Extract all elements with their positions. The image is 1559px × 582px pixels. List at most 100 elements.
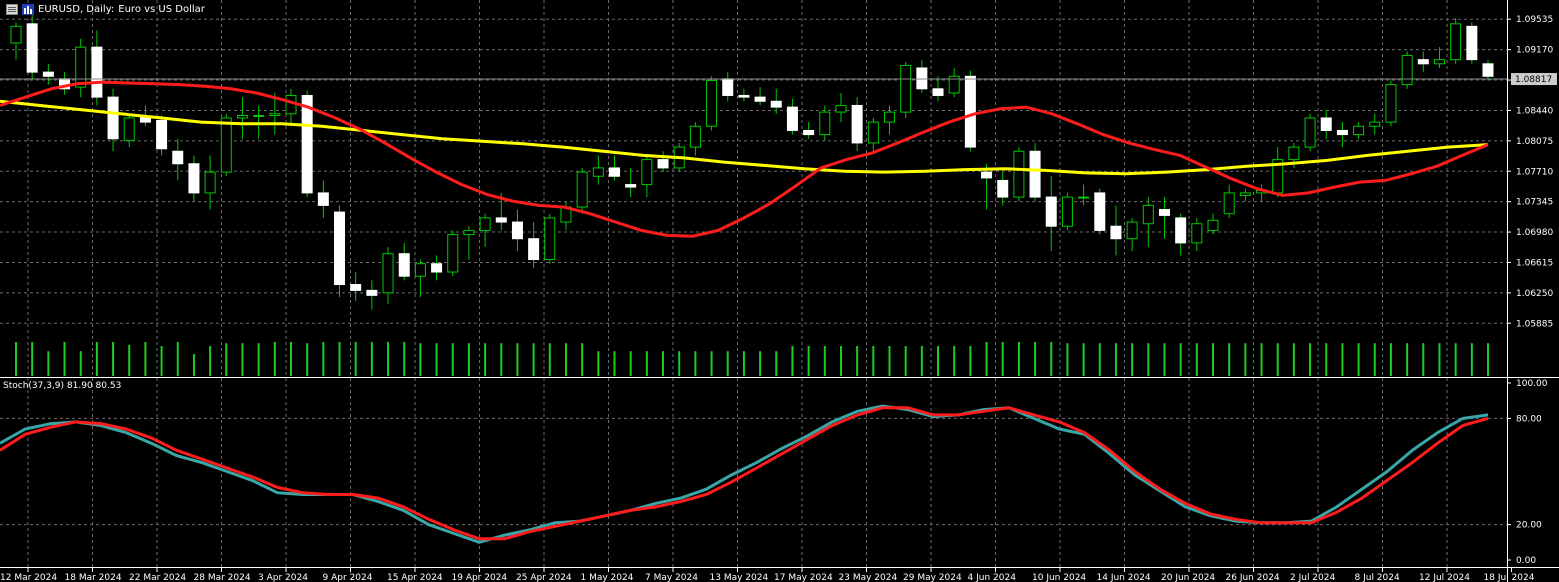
fast-moving-average-line <box>0 80 1489 238</box>
candle-body <box>706 79 718 127</box>
stochastic-lines <box>0 404 1489 544</box>
candle-body <box>431 263 443 273</box>
date-tick-label: 1 May 2024 <box>581 573 634 582</box>
candle-body <box>10 25 22 44</box>
candle-body <box>1482 63 1494 77</box>
price-axis: 1.095351.091701.088051.084401.080751.077… <box>0 15 1557 566</box>
price-tick-label: 1.07345 <box>1516 198 1553 208</box>
date-tick-label: 22 Mar 2024 <box>129 573 186 582</box>
price-tick-label: 1.08075 <box>1516 137 1553 147</box>
candle-body <box>609 167 621 177</box>
date-tick-label: 8 Jul 2024 <box>1355 573 1400 582</box>
symbol-label: EURUSD, Daily: <box>38 4 115 15</box>
candle-body <box>932 88 944 96</box>
candle-body <box>188 163 200 194</box>
candle-body <box>447 234 459 273</box>
candle-body <box>1191 223 1203 244</box>
stoch-tick-label: 100.00 <box>1516 379 1548 389</box>
candle-body <box>1061 196 1073 227</box>
price-tick-label: 1.09535 <box>1516 15 1553 25</box>
date-tick-label: 26 Jun 2024 <box>1226 573 1280 582</box>
candle-body <box>253 114 265 117</box>
candle-body <box>576 171 588 208</box>
candle-body <box>1288 146 1300 161</box>
candle-body <box>220 117 232 173</box>
current-price-label: 1.08817 <box>1515 75 1552 85</box>
candle-body <box>1175 217 1187 244</box>
stoch-tick-label: 0.00 <box>1516 556 1536 566</box>
candle-body <box>981 171 993 179</box>
volume-histogram <box>15 342 1489 376</box>
stoch-tick-label: 20.00 <box>1516 521 1542 531</box>
candle-body <box>42 71 54 77</box>
price-tick-label: 1.08440 <box>1516 106 1553 116</box>
date-tick-label: 12 Jul 2024 <box>1419 573 1470 582</box>
chart-header: EURUSD, Daily: Euro vs US Dollar <box>6 4 205 15</box>
candle-body <box>495 217 507 223</box>
candle-body <box>1223 192 1235 215</box>
price-tick-label: 1.06980 <box>1516 228 1553 238</box>
date-tick-label: 28 Mar 2024 <box>194 573 251 582</box>
price-tick-label: 1.07710 <box>1516 167 1553 177</box>
candle-body <box>236 114 248 119</box>
candle-body <box>754 96 766 102</box>
candle-body <box>1353 125 1365 136</box>
candle-body <box>1239 192 1251 196</box>
date-tick-label: 10 Jun 2024 <box>1032 573 1086 582</box>
candle-body <box>625 184 637 188</box>
moving-averages <box>0 80 1489 238</box>
candle-body <box>1126 221 1138 240</box>
date-tick-label: 9 Apr 2024 <box>323 573 373 582</box>
candle-body <box>770 100 782 108</box>
candle-body <box>803 129 815 136</box>
candle-body <box>1094 192 1106 231</box>
candle-body <box>819 111 831 136</box>
date-tick-label: 20 Jun 2024 <box>1161 573 1215 582</box>
current-price-marker <box>1511 73 1557 86</box>
stochastic-title: Stoch(37,3,9) 81.90 80.53 <box>3 381 122 391</box>
date-tick-label: 13 May 2024 <box>710 573 769 582</box>
candle-body <box>1158 209 1170 216</box>
candle-body <box>398 253 410 277</box>
date-tick-label: 7 May 2024 <box>645 573 698 582</box>
price-tick-label: 1.05885 <box>1516 319 1553 329</box>
price-tick-label: 1.06615 <box>1516 258 1553 268</box>
date-tick-label: 12 Mar 2024 <box>0 573 57 582</box>
candle-body <box>689 125 701 148</box>
candle-body <box>948 75 960 94</box>
candle-body <box>835 104 847 113</box>
candlestick-series <box>10 9 1494 310</box>
candle-body <box>1450 23 1462 61</box>
slow-moving-average-line <box>0 99 1489 176</box>
candle-body <box>1320 117 1332 131</box>
candle-body <box>900 64 912 113</box>
candle-body <box>1369 121 1381 127</box>
candle-body <box>107 96 119 140</box>
candle-body <box>123 117 135 141</box>
date-tick-label: 2 Jul 2024 <box>1290 573 1335 582</box>
date-tick-label: 18 Mar 2024 <box>65 573 122 582</box>
candle-body <box>172 150 184 165</box>
date-tick-label: 18 Jul 2024 <box>1484 573 1535 582</box>
bar-chart-icon[interactable] <box>22 4 34 15</box>
candle-body <box>1013 150 1025 198</box>
candle-body <box>511 221 523 240</box>
candle-body <box>1401 54 1413 86</box>
date-tick-label: 23 May 2024 <box>839 573 898 582</box>
candle-body <box>479 217 491 231</box>
candle-body <box>1385 84 1397 123</box>
stoch-tick-label: 80.00 <box>1516 414 1542 424</box>
candle-body <box>301 94 313 194</box>
candle-body <box>414 263 426 277</box>
candle-body <box>883 111 895 123</box>
date-tick-label: 3 Apr 2024 <box>258 573 308 582</box>
candle-body <box>75 46 87 88</box>
candle-body <box>26 23 38 73</box>
symbol-description: Euro vs US Dollar <box>118 4 205 15</box>
candle-body <box>1029 150 1041 198</box>
candle-body <box>722 78 734 96</box>
candle-body <box>91 46 103 98</box>
chart-window-icon[interactable] <box>6 4 18 15</box>
